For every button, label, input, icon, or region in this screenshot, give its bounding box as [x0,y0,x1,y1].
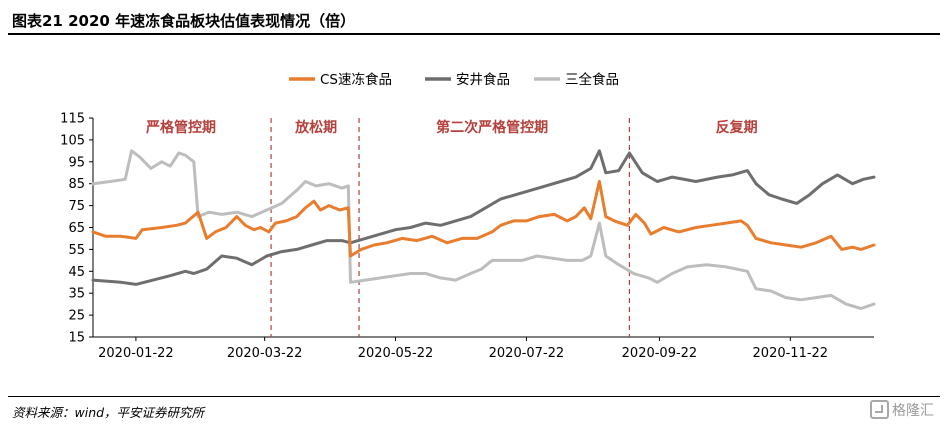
x-tick-label: 2020-07-22 [489,346,565,361]
y-tick-label: 115 [60,112,85,127]
phase-label: 第二次严格管控期 [436,119,548,136]
watermark: 格隆汇 [870,400,934,420]
y-tick-label: 95 [68,155,85,170]
x-tick-label: 2020-03-22 [227,346,303,361]
x-tick-label: 2020-11-22 [753,346,829,361]
y-tick-label: 25 [68,309,85,324]
watermark-text: 格隆汇 [892,403,934,419]
title-bar: 图表21 2020 年速冻食品板块估值表现情况（倍） [8,7,940,35]
y-tick-label: 105 [60,133,85,148]
y-tick-label: 55 [68,243,85,258]
series-line [91,149,876,286]
x-tick-label: 2020-05-22 [358,346,434,361]
y-tick-label: 15 [68,331,85,346]
watermark-logo-icon [870,400,889,419]
series-line [91,180,876,258]
series-line [91,149,876,310]
chart-area: 15 25 35 45 55 65 75 85 95 105 115 2020-01-22 2020-0… [0,40,948,380]
legend-label: CS速冻食品 [320,71,392,88]
source-note: 资料来源：wind，平安证券研究所 [12,405,205,420]
phase-label: 反复期 [716,119,758,136]
x-tick-label: 2020-01-22 [98,346,174,361]
figure-title: 图表21 2020 年速冻食品板块估值表现情况（倍） [12,12,356,30]
source-bar: 资料来源：wind，平安证券研究所 格隆汇 [8,396,940,423]
y-tick-label: 65 [68,221,85,236]
x-tick-label: 2020-09-22 [622,346,698,361]
y-tick-label: 75 [68,199,85,214]
phase-label: 严格管控期 [145,119,216,136]
y-tick-label: 85 [68,177,85,192]
valuation-line-chart: 15 25 35 45 55 65 75 85 95 105 115 2020-01-22 2020-0… [60,71,876,361]
legend-label: 安井食品 [456,71,510,88]
y-tick-label: 35 [68,287,85,302]
legend-label: 三全食品 [565,71,619,88]
phase-label: 放松期 [294,119,337,136]
y-tick-label: 45 [68,265,85,280]
